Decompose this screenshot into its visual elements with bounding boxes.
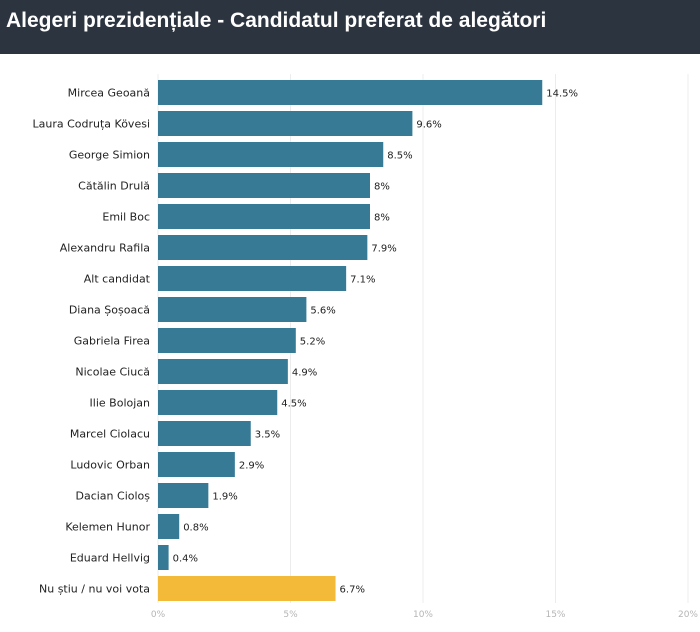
bar[interactable] bbox=[158, 545, 169, 570]
x-tick-label: 15% bbox=[545, 610, 565, 620]
value-label: 9.6% bbox=[416, 120, 441, 131]
bar[interactable] bbox=[158, 452, 235, 477]
bar[interactable] bbox=[158, 421, 251, 446]
category-label: Ludovic Orban bbox=[70, 459, 150, 472]
category-label: Ilie Bolojan bbox=[90, 397, 150, 410]
bar[interactable] bbox=[158, 142, 384, 167]
value-label: 8% bbox=[374, 182, 390, 193]
value-label: 2.9% bbox=[239, 461, 264, 472]
category-label: Diana Șoșoacă bbox=[69, 304, 150, 317]
category-label: Mircea Geoană bbox=[68, 87, 150, 100]
category-label: Laura Codruța Kövesi bbox=[33, 118, 151, 131]
category-label: Emil Boc bbox=[102, 211, 150, 224]
bar[interactable] bbox=[158, 328, 296, 353]
x-tick-label: 10% bbox=[413, 610, 433, 620]
category-label: Nu știu / nu voi vota bbox=[39, 583, 150, 596]
category-label: Nicolae Ciucă bbox=[75, 366, 150, 379]
category-label: Eduard Hellvig bbox=[70, 552, 150, 565]
x-tick-label: 0% bbox=[151, 610, 166, 620]
category-label: Marcel Ciolacu bbox=[70, 428, 150, 441]
value-label: 4.5% bbox=[281, 399, 306, 410]
category-label: Kelemen Hunor bbox=[65, 521, 150, 534]
category-label: Cătălin Drulă bbox=[78, 180, 150, 193]
value-label: 8.5% bbox=[387, 151, 412, 162]
value-label: 5.6% bbox=[310, 306, 335, 317]
bar[interactable] bbox=[158, 235, 368, 260]
value-label: 0.8% bbox=[183, 523, 208, 534]
chart-title: Alegeri prezidențiale - Candidatul prefe… bbox=[6, 9, 547, 32]
bar[interactable] bbox=[158, 173, 370, 198]
bar[interactable] bbox=[158, 390, 278, 415]
bar[interactable] bbox=[158, 297, 307, 322]
value-label: 5.2% bbox=[300, 337, 325, 348]
bar[interactable] bbox=[158, 483, 209, 508]
bar[interactable] bbox=[158, 266, 347, 291]
bar[interactable] bbox=[158, 111, 413, 136]
bar[interactable] bbox=[158, 204, 370, 229]
x-tick-label: 20% bbox=[678, 610, 698, 620]
category-label: Gabriela Firea bbox=[74, 335, 150, 348]
chart-header: Alegeri prezidențiale - Candidatul prefe… bbox=[0, 0, 700, 54]
value-label: 1.9% bbox=[212, 492, 237, 503]
bar[interactable] bbox=[158, 80, 543, 105]
category-label: George Simion bbox=[69, 149, 150, 162]
value-label: 6.7% bbox=[340, 585, 365, 596]
category-label: Dacian Cioloș bbox=[75, 490, 150, 503]
category-label: Alexandru Rafila bbox=[60, 242, 150, 255]
x-tick-label: 5% bbox=[283, 610, 298, 620]
bar[interactable] bbox=[158, 576, 336, 601]
value-label: 3.5% bbox=[255, 430, 280, 441]
value-label: 14.5% bbox=[546, 89, 578, 100]
bar[interactable] bbox=[158, 514, 180, 539]
value-label: 4.9% bbox=[292, 368, 317, 379]
bar[interactable] bbox=[158, 359, 288, 384]
value-label: 8% bbox=[374, 213, 390, 224]
value-label: 7.1% bbox=[350, 275, 375, 286]
category-label: Alt candidat bbox=[84, 273, 151, 286]
value-label: 7.9% bbox=[371, 244, 396, 255]
value-label: 0.4% bbox=[173, 554, 198, 565]
